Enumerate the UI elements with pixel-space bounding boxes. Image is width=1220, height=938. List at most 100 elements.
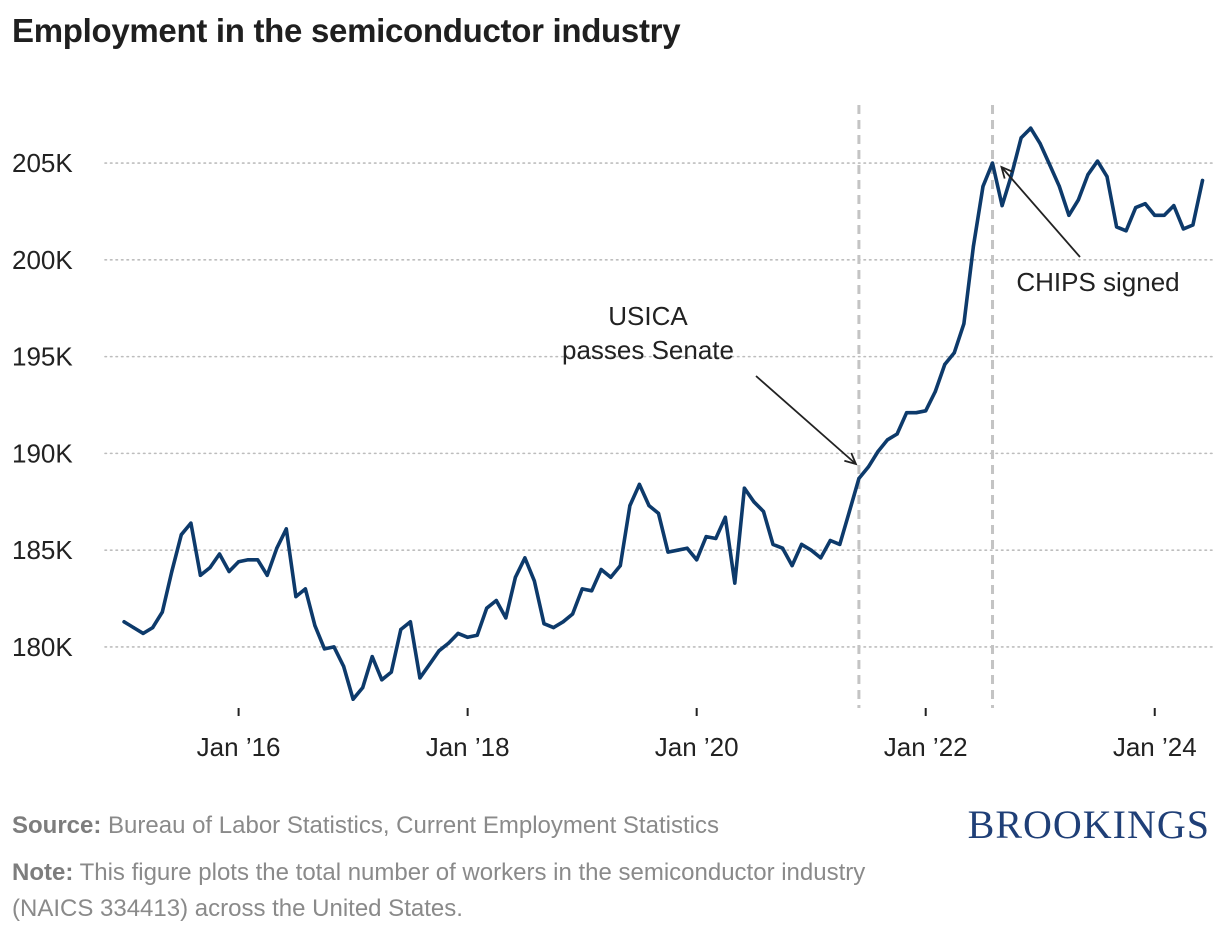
data-point [723, 515, 727, 519]
data-point [151, 626, 155, 630]
data-point [809, 548, 813, 552]
annotation-usica: passes Senate [562, 335, 734, 365]
data-point [427, 662, 432, 667]
data-point [771, 542, 775, 547]
data-point [580, 587, 584, 591]
y-tick-label: 185K [12, 535, 73, 565]
data-point [1105, 175, 1109, 179]
data-point [895, 432, 899, 436]
data-point [551, 626, 556, 630]
data-point [265, 573, 269, 577]
data-point [781, 546, 785, 550]
data-point [485, 606, 489, 610]
series-line [122, 126, 1205, 701]
data-point [685, 546, 689, 550]
data-point [408, 620, 412, 624]
x-tick-label: Jan ’24 [1113, 732, 1197, 762]
data-point [571, 612, 575, 616]
data-point [294, 595, 298, 599]
data-point [1057, 184, 1061, 188]
y-tick-label: 195K [12, 342, 73, 372]
source-note: Source: Bureau of Labor Statistics, Curr… [12, 808, 719, 844]
data-point [924, 409, 928, 413]
data-point [504, 616, 508, 620]
data-point [943, 362, 947, 366]
data-point [847, 509, 852, 514]
data-point [370, 655, 374, 659]
data-point [1134, 206, 1138, 210]
data-point [303, 587, 307, 591]
source-text: Bureau of Labor Statistics, Current Empl… [101, 812, 719, 839]
data-point [704, 535, 708, 539]
data-point [914, 411, 918, 415]
data-point [609, 575, 613, 579]
data-point [1010, 173, 1014, 177]
data-point [618, 564, 622, 568]
data-point [761, 509, 766, 514]
data-point [752, 500, 756, 504]
data-point [1153, 213, 1157, 217]
note-label: Note: [12, 859, 74, 886]
footnote: Note: This figure plots the total number… [12, 855, 892, 927]
data-point [838, 542, 842, 547]
arrow-usica [755, 375, 857, 465]
data-point [971, 244, 976, 248]
data-point [1086, 173, 1090, 177]
gridlines [104, 162, 1213, 648]
chart-title: Employment in the semiconductor industry [12, 12, 681, 49]
data-point [933, 389, 937, 394]
brookings-logo: BROOKINGS [967, 802, 1210, 847]
data-point [952, 351, 956, 355]
data-point [275, 546, 279, 550]
data-point [513, 575, 518, 579]
x-tick-label: Jan ’16 [197, 732, 281, 762]
data-point [1029, 126, 1033, 130]
data-point [561, 620, 565, 624]
data-point [828, 538, 832, 543]
data-point [361, 686, 365, 690]
data-point [695, 558, 699, 562]
data-point [866, 465, 871, 469]
data-point [1162, 213, 1166, 217]
data-point [523, 556, 527, 560]
data-point [647, 504, 651, 508]
data-point [905, 411, 909, 415]
data-point [1067, 213, 1071, 217]
data-point [1181, 227, 1185, 231]
arrow-usica-head [844, 452, 858, 466]
x-tick-label: Jan ’20 [655, 732, 739, 762]
data-point [676, 548, 680, 552]
note-text: This figure plots the total number of wo… [12, 859, 866, 922]
data-point [399, 627, 403, 632]
y-tick-label: 190K [12, 438, 73, 468]
data-point [656, 511, 661, 515]
data-point [466, 635, 470, 639]
line-chart: 180K 185K 190K 195K 200K 205K Jan ’16 Jan ’18 Ja… [12, 105, 1213, 762]
data-point [876, 449, 880, 454]
data-point [962, 322, 966, 326]
data-point [246, 558, 250, 562]
data-point [256, 558, 260, 562]
data-point [437, 649, 441, 653]
data-point [990, 161, 995, 165]
data-point [599, 567, 603, 572]
data-point [628, 504, 632, 508]
data-point [981, 184, 985, 188]
data-point [179, 533, 183, 537]
y-tick-label: 205K [12, 148, 73, 178]
data-point [714, 536, 718, 541]
data-point [637, 482, 642, 486]
data-point [1038, 142, 1042, 146]
data-point [1000, 204, 1004, 208]
data-point [447, 641, 451, 645]
data-point [1076, 198, 1080, 202]
data-point [1191, 223, 1195, 227]
data-point [742, 486, 747, 490]
annotation-chips: CHIPS signed [1016, 267, 1179, 297]
annotations: USICA passes Senate CHIPS signed [562, 165, 1180, 466]
arrow-chips [1000, 166, 1081, 258]
data-point [885, 438, 890, 442]
data-point [141, 631, 145, 636]
series-layer [122, 126, 1205, 701]
data-point [1095, 159, 1100, 163]
